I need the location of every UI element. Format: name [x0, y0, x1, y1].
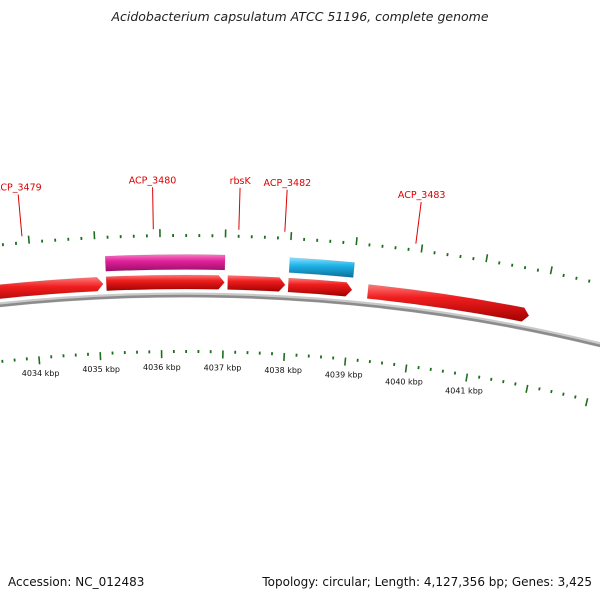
- gene-label: ACP_3480: [129, 175, 177, 186]
- magenta-feature: [104, 254, 226, 272]
- gene-leader-line: [415, 201, 422, 244]
- forward-gene-arrow: [105, 274, 225, 292]
- forward-gene-arrow: [227, 275, 286, 292]
- inner-tick: [490, 377, 493, 381]
- kbp-label: 4039 kbp: [325, 371, 363, 380]
- gene-label: ACP_3482: [264, 178, 312, 189]
- kbp-label: 4036 kbp: [143, 363, 181, 372]
- inner-tick: [514, 382, 517, 386]
- forward-gene-arrow: [366, 284, 530, 322]
- kbp-label: 4041 kbp: [445, 386, 483, 395]
- outer-tick: [523, 266, 527, 270]
- outer-tick: [27, 235, 30, 244]
- kbp-label: 4037 kbp: [204, 363, 242, 372]
- kbp-label: 4035 kbp: [82, 365, 120, 374]
- backbone-arc-core: [0, 294, 600, 348]
- kbp-label: 4034 kbp: [22, 369, 60, 378]
- inner-tick: [404, 364, 408, 373]
- gene-leader-line: [152, 187, 154, 230]
- inner-tick: [584, 398, 589, 407]
- genome-title: Acidobacterium capsulatum ATCC 51196, co…: [111, 9, 489, 24]
- outer-tick: [355, 237, 358, 246]
- cyan-feature: [288, 257, 355, 278]
- feature-layer: [0, 254, 530, 322]
- gene-leader-line: [238, 187, 241, 230]
- outer-tick: [536, 268, 540, 272]
- tick-layer: [1, 229, 591, 407]
- genome-summary-text: Topology: circular; Length: 4,127,356 bp…: [262, 575, 592, 589]
- outer-tick: [420, 244, 424, 253]
- forward-gene-arrow: [287, 277, 353, 297]
- gene-label: ACP_3479: [0, 182, 42, 193]
- backbone-layer: [0, 292, 600, 348]
- gene-leader-line: [284, 189, 288, 232]
- gene-label: ACP_3483: [398, 190, 446, 201]
- gene-label: rbsK: [230, 176, 252, 187]
- inner-tick: [38, 356, 41, 365]
- outer-tick: [511, 263, 514, 267]
- gene-leader-line: [17, 194, 23, 237]
- kbp-label: 4040 kbp: [385, 377, 423, 386]
- inner-tick: [478, 375, 481, 379]
- inner-tick: [344, 357, 347, 366]
- outer-tick: [575, 276, 578, 280]
- forward-gene-arrow: [0, 276, 104, 300]
- inner-tick: [525, 384, 529, 393]
- inner-tick: [562, 392, 565, 396]
- inner-tick: [550, 389, 553, 394]
- outer-tick: [562, 273, 565, 278]
- outer-tick: [498, 261, 501, 265]
- kbp-label: 4038 kbp: [264, 366, 302, 375]
- inner-tick: [465, 373, 469, 382]
- accession-text: Accession: NC_012483: [8, 575, 145, 589]
- inner-tick: [502, 379, 505, 384]
- outer-tick: [549, 266, 553, 275]
- inner-tick: [574, 395, 577, 399]
- inner-tick: [538, 387, 541, 391]
- outer-tick: [485, 254, 489, 263]
- outer-tick: [588, 279, 591, 283]
